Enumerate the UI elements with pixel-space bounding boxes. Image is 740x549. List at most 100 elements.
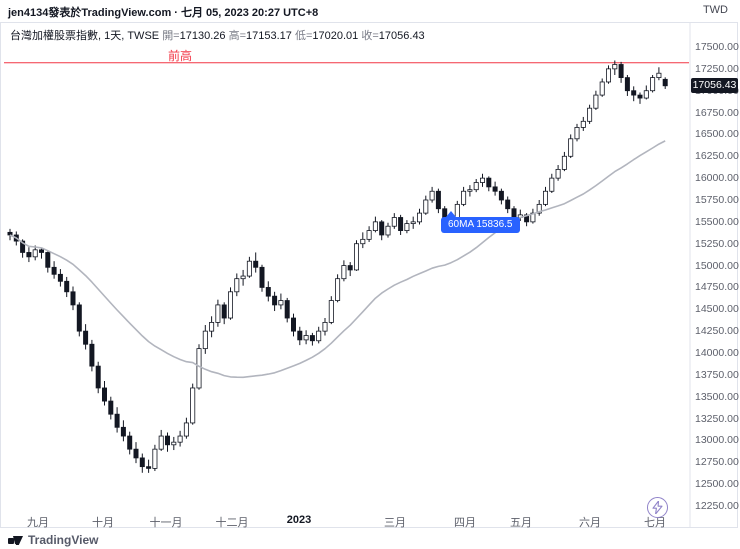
price-tick-label: 14000.00 bbox=[695, 346, 739, 359]
candle bbox=[580, 116, 586, 131]
candle bbox=[26, 247, 32, 263]
price-tick-label: 13750.00 bbox=[695, 368, 739, 381]
tradingview-brand-text: TradingView bbox=[28, 533, 99, 547]
candle bbox=[637, 92, 643, 104]
candle bbox=[473, 179, 479, 193]
candle bbox=[303, 330, 309, 345]
price-tick-label: 16000.00 bbox=[695, 172, 739, 185]
candle bbox=[32, 245, 38, 261]
candle bbox=[360, 232, 366, 249]
candle bbox=[253, 252, 259, 273]
time-scale[interactable]: 九月 十月 十一月 十二月 2023 三月 四月 五月 六月 七月 bbox=[0, 512, 690, 529]
candle bbox=[240, 269, 246, 286]
candle bbox=[120, 420, 126, 442]
candle bbox=[606, 65, 612, 84]
candle bbox=[366, 226, 372, 242]
candle bbox=[593, 90, 599, 110]
candle bbox=[479, 173, 485, 187]
candle bbox=[51, 261, 57, 279]
candle bbox=[435, 188, 441, 214]
candle bbox=[221, 302, 227, 325]
candle bbox=[404, 220, 410, 234]
candle bbox=[631, 86, 637, 102]
open-value: 17130.26 bbox=[179, 30, 226, 42]
price-tick-label: 15000.00 bbox=[695, 259, 739, 272]
ma-callout-arrow-icon bbox=[446, 211, 456, 217]
candle bbox=[549, 173, 555, 194]
price-tick-label: 15750.00 bbox=[695, 193, 739, 206]
candle bbox=[568, 134, 574, 159]
tradingview-logo-icon bbox=[8, 536, 23, 545]
price-tick-label: 13250.00 bbox=[695, 412, 739, 425]
candle bbox=[146, 459, 152, 473]
time-tick-label: 六月 bbox=[579, 517, 601, 529]
price-tick-label: 13000.00 bbox=[695, 434, 739, 447]
candle bbox=[102, 380, 108, 406]
candle bbox=[492, 181, 498, 196]
candle bbox=[612, 60, 618, 75]
candle bbox=[227, 287, 233, 320]
candle bbox=[391, 213, 397, 229]
candle bbox=[423, 195, 429, 215]
candle bbox=[158, 429, 164, 451]
candle bbox=[316, 326, 322, 344]
candle bbox=[278, 293, 284, 310]
currency-label: TWD bbox=[702, 4, 728, 16]
candle bbox=[171, 436, 177, 451]
ma-line[interactable] bbox=[9, 140, 666, 379]
candle bbox=[309, 332, 315, 346]
price-tick-label: 17500.00 bbox=[695, 41, 739, 53]
tradingview-branding[interactable]: TradingView bbox=[8, 533, 98, 547]
candle bbox=[416, 208, 422, 225]
candle bbox=[574, 123, 580, 142]
time-tick-label: 十一月 bbox=[149, 517, 183, 529]
candlestick-series bbox=[7, 60, 668, 473]
candle bbox=[385, 222, 391, 238]
candle bbox=[215, 299, 221, 327]
close-value: 17056.43 bbox=[378, 30, 425, 42]
candle bbox=[259, 264, 265, 292]
candle bbox=[599, 78, 605, 97]
close-label: 收= bbox=[361, 30, 379, 42]
candle bbox=[209, 316, 215, 338]
candle bbox=[183, 417, 189, 439]
price-tick-label: 17250.00 bbox=[695, 62, 739, 75]
price-scale[interactable]: 17500.0017250.0017000.0016750.0016500.00… bbox=[690, 22, 740, 512]
candle bbox=[530, 208, 536, 224]
candle bbox=[202, 325, 208, 354]
candle bbox=[650, 74, 656, 93]
candle bbox=[265, 281, 271, 302]
candle bbox=[190, 383, 196, 425]
candle bbox=[297, 326, 303, 346]
price-tick-label: 15500.00 bbox=[695, 215, 739, 228]
candle bbox=[133, 442, 139, 464]
candle bbox=[177, 430, 183, 447]
candle bbox=[398, 214, 404, 235]
candle bbox=[643, 85, 649, 100]
price-tick-label: 14250.00 bbox=[695, 325, 739, 338]
candle bbox=[461, 186, 467, 207]
ma-callout[interactable]: 60MA 15836.5 bbox=[441, 217, 520, 233]
price-tick-label: 12750.00 bbox=[695, 456, 739, 469]
flash-button[interactable] bbox=[647, 497, 668, 518]
price-tick-label: 16500.00 bbox=[695, 128, 739, 141]
price-tick-label: 13500.00 bbox=[695, 390, 739, 403]
candle bbox=[234, 273, 240, 297]
candle bbox=[543, 186, 549, 207]
time-tick-label: 九月 bbox=[27, 517, 49, 529]
candle bbox=[467, 185, 473, 197]
candle bbox=[246, 256, 252, 278]
candle bbox=[379, 220, 385, 241]
candle bbox=[39, 248, 45, 259]
time-tick-label: 七月 bbox=[644, 517, 666, 529]
candle bbox=[486, 176, 492, 192]
prev-high-label[interactable]: 前高 bbox=[168, 48, 193, 63]
time-tick-label: 2023 bbox=[286, 514, 312, 526]
candle bbox=[347, 262, 353, 277]
price-tick-label: 14750.00 bbox=[695, 281, 739, 294]
time-tick-label: 四月 bbox=[454, 517, 476, 529]
candle bbox=[587, 104, 593, 124]
candle bbox=[127, 431, 133, 455]
chart-legend[interactable]: 台灣加權股票指數, 1天, TWSE 開=17130.26 高=17153.17… bbox=[10, 27, 425, 43]
